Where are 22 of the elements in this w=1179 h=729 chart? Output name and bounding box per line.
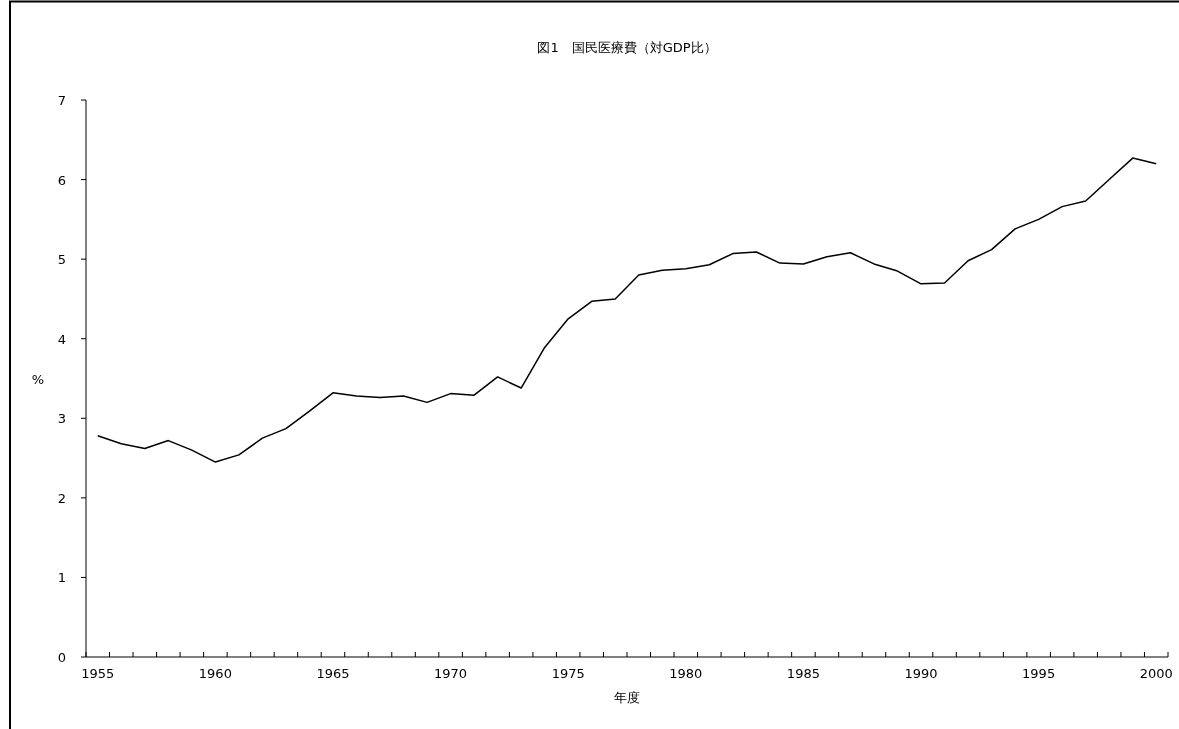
y-tick-label: 3 (57, 411, 67, 427)
y-tick-label: 0 (57, 650, 67, 665)
line-series (97, 157, 1157, 463)
x-tick-label: 1980 (669, 666, 703, 681)
x-tick-label: 1995 (1022, 666, 1056, 681)
y-tick-label: 6 (57, 172, 67, 188)
y-tick-label: 7 (57, 93, 67, 108)
chart-title: 図1 国民医療費（対GDP比） (537, 40, 717, 55)
x-axis-title: 年度 (614, 690, 640, 705)
x-tick-label: 2000 (1139, 666, 1173, 681)
x-tick-label: 1955 (81, 666, 115, 681)
x-tick-label: 1960 (198, 666, 232, 681)
x-tick-label: 1975 (551, 666, 585, 681)
x-tick-label: 1970 (434, 666, 468, 681)
y-tick-label: 1 (57, 570, 67, 586)
y-tick-label: 4 (57, 331, 67, 347)
x-tick-label: 1990 (904, 666, 938, 681)
x-tick-label: 1985 (786, 666, 820, 681)
x-tick-label: 1965 (316, 666, 350, 681)
y-tick-label: 5 (57, 252, 67, 268)
y-tick-label: 2 (57, 490, 67, 506)
y-axis-title: % (31, 371, 45, 387)
